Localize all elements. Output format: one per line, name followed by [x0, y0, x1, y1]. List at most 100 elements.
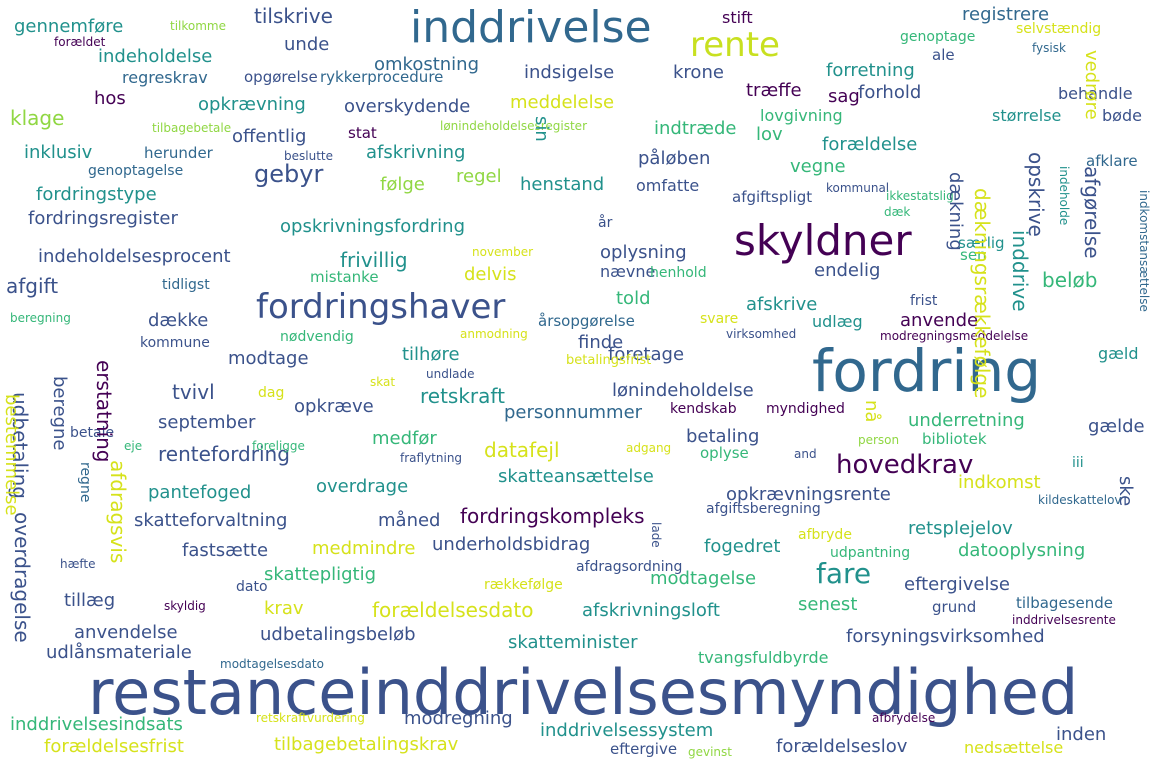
word: bibliotek [922, 430, 987, 448]
word: frivillig [340, 248, 408, 272]
word: følge [380, 174, 425, 195]
word: offentlig [232, 126, 307, 147]
word: træffe [746, 80, 802, 101]
word: afgiftsberegning [706, 501, 821, 517]
word: skat [370, 375, 396, 389]
word: september [158, 412, 256, 433]
word: opkræve [294, 396, 374, 417]
word: dækningsrækkefølge [970, 188, 994, 399]
word: gælde [1088, 416, 1145, 437]
word: and [794, 447, 817, 461]
word: afdragsordning [576, 559, 683, 575]
word: udlånsmateriale [46, 642, 192, 663]
word: rentefordring [158, 442, 290, 466]
word: tilbagebetale [152, 121, 232, 135]
word: svare [700, 311, 739, 327]
word: selvstændig [1016, 21, 1102, 37]
word: fastsætte [182, 540, 269, 561]
word: tvangsfuldbyrde [698, 648, 829, 667]
word: personnummer [504, 402, 643, 423]
word: modregning [404, 708, 513, 729]
word: inddrivelsesindsats [10, 714, 183, 735]
word: forældelsesfrist [44, 736, 184, 757]
word: kildeskattelov [1038, 493, 1122, 507]
word: myndighed [766, 401, 845, 417]
word: endelig [814, 260, 881, 281]
word: skyldig [164, 599, 206, 613]
word: eje [124, 439, 143, 453]
word: omfatte [636, 176, 700, 195]
word: indeholde [1057, 166, 1071, 226]
word: frist [910, 293, 938, 309]
word: tilbagesende [1016, 594, 1113, 612]
word: betalingsfrist [566, 353, 652, 368]
word: skattepligtig [264, 564, 377, 585]
word: opkrævningsrente [726, 484, 891, 505]
word: mistanke [310, 268, 379, 286]
word: forældet [54, 35, 106, 49]
word: indkomstansættelse [1137, 190, 1151, 312]
word: retskraftvurdering [256, 711, 365, 725]
word: lønindeholdelse [612, 380, 754, 401]
word: lovgivning [760, 106, 843, 125]
word: hæfte [60, 557, 96, 571]
word: skyldner [734, 216, 912, 265]
word: beslutte [284, 149, 333, 163]
word: fordring [812, 337, 1042, 405]
word: inddrive [1008, 230, 1032, 312]
word: senest [798, 594, 858, 615]
word: tilkomme [170, 19, 226, 33]
word: beregning [10, 311, 71, 325]
word: lade [649, 522, 663, 548]
word: foreligge [252, 439, 305, 453]
word: virksomhed [726, 327, 797, 341]
word: sin [531, 116, 552, 142]
word: udpantning [830, 545, 911, 561]
word: afdragsvis [106, 460, 130, 564]
word: registrere [962, 4, 1050, 25]
word: betale [70, 425, 115, 441]
word: afbrydelse [872, 711, 936, 725]
word: kommunal [826, 181, 890, 195]
word: inklusiv [24, 142, 93, 163]
word: modregningsmeddelelse [880, 329, 1029, 343]
word: henstand [520, 174, 605, 195]
word: krav [264, 598, 304, 619]
word: ske [1115, 476, 1136, 507]
word: underholdsbidrag [432, 534, 591, 555]
word: overdragelse [10, 512, 34, 643]
word: skatteforvaltning [134, 510, 288, 531]
word: november [472, 245, 534, 259]
word: indtræde [654, 118, 737, 139]
word: fordringshaver [256, 287, 506, 327]
word: person [858, 433, 900, 447]
word: unde [284, 34, 330, 55]
word: skatteminister [508, 632, 638, 653]
word: oplyse [700, 444, 749, 462]
word: nødvendig [280, 329, 354, 345]
word: stat [348, 124, 377, 142]
word: forhold [858, 82, 922, 103]
word: grund [932, 598, 977, 616]
word: påløben [638, 148, 711, 169]
word: tidligst [162, 277, 210, 293]
word: ale [932, 46, 955, 64]
word: rykkerprocedure [320, 68, 444, 86]
word: gæld [1098, 344, 1139, 363]
word: hovedkrav [836, 450, 974, 480]
word: gebyr [254, 160, 324, 188]
word: genoptage [900, 29, 976, 45]
word: inden [1056, 724, 1107, 745]
word: rente [690, 25, 780, 65]
word: indeholdelsesprocent [38, 246, 231, 267]
word: dag [258, 385, 285, 401]
word: modtage [228, 348, 309, 369]
word: fordringstype [36, 184, 157, 205]
word: nedsættelse [964, 738, 1064, 757]
word: fogedret [704, 536, 781, 557]
word: overdrage [316, 476, 409, 497]
word: meddelelse [510, 92, 615, 113]
word: dæk [884, 205, 911, 219]
word: anmodning [460, 327, 528, 341]
